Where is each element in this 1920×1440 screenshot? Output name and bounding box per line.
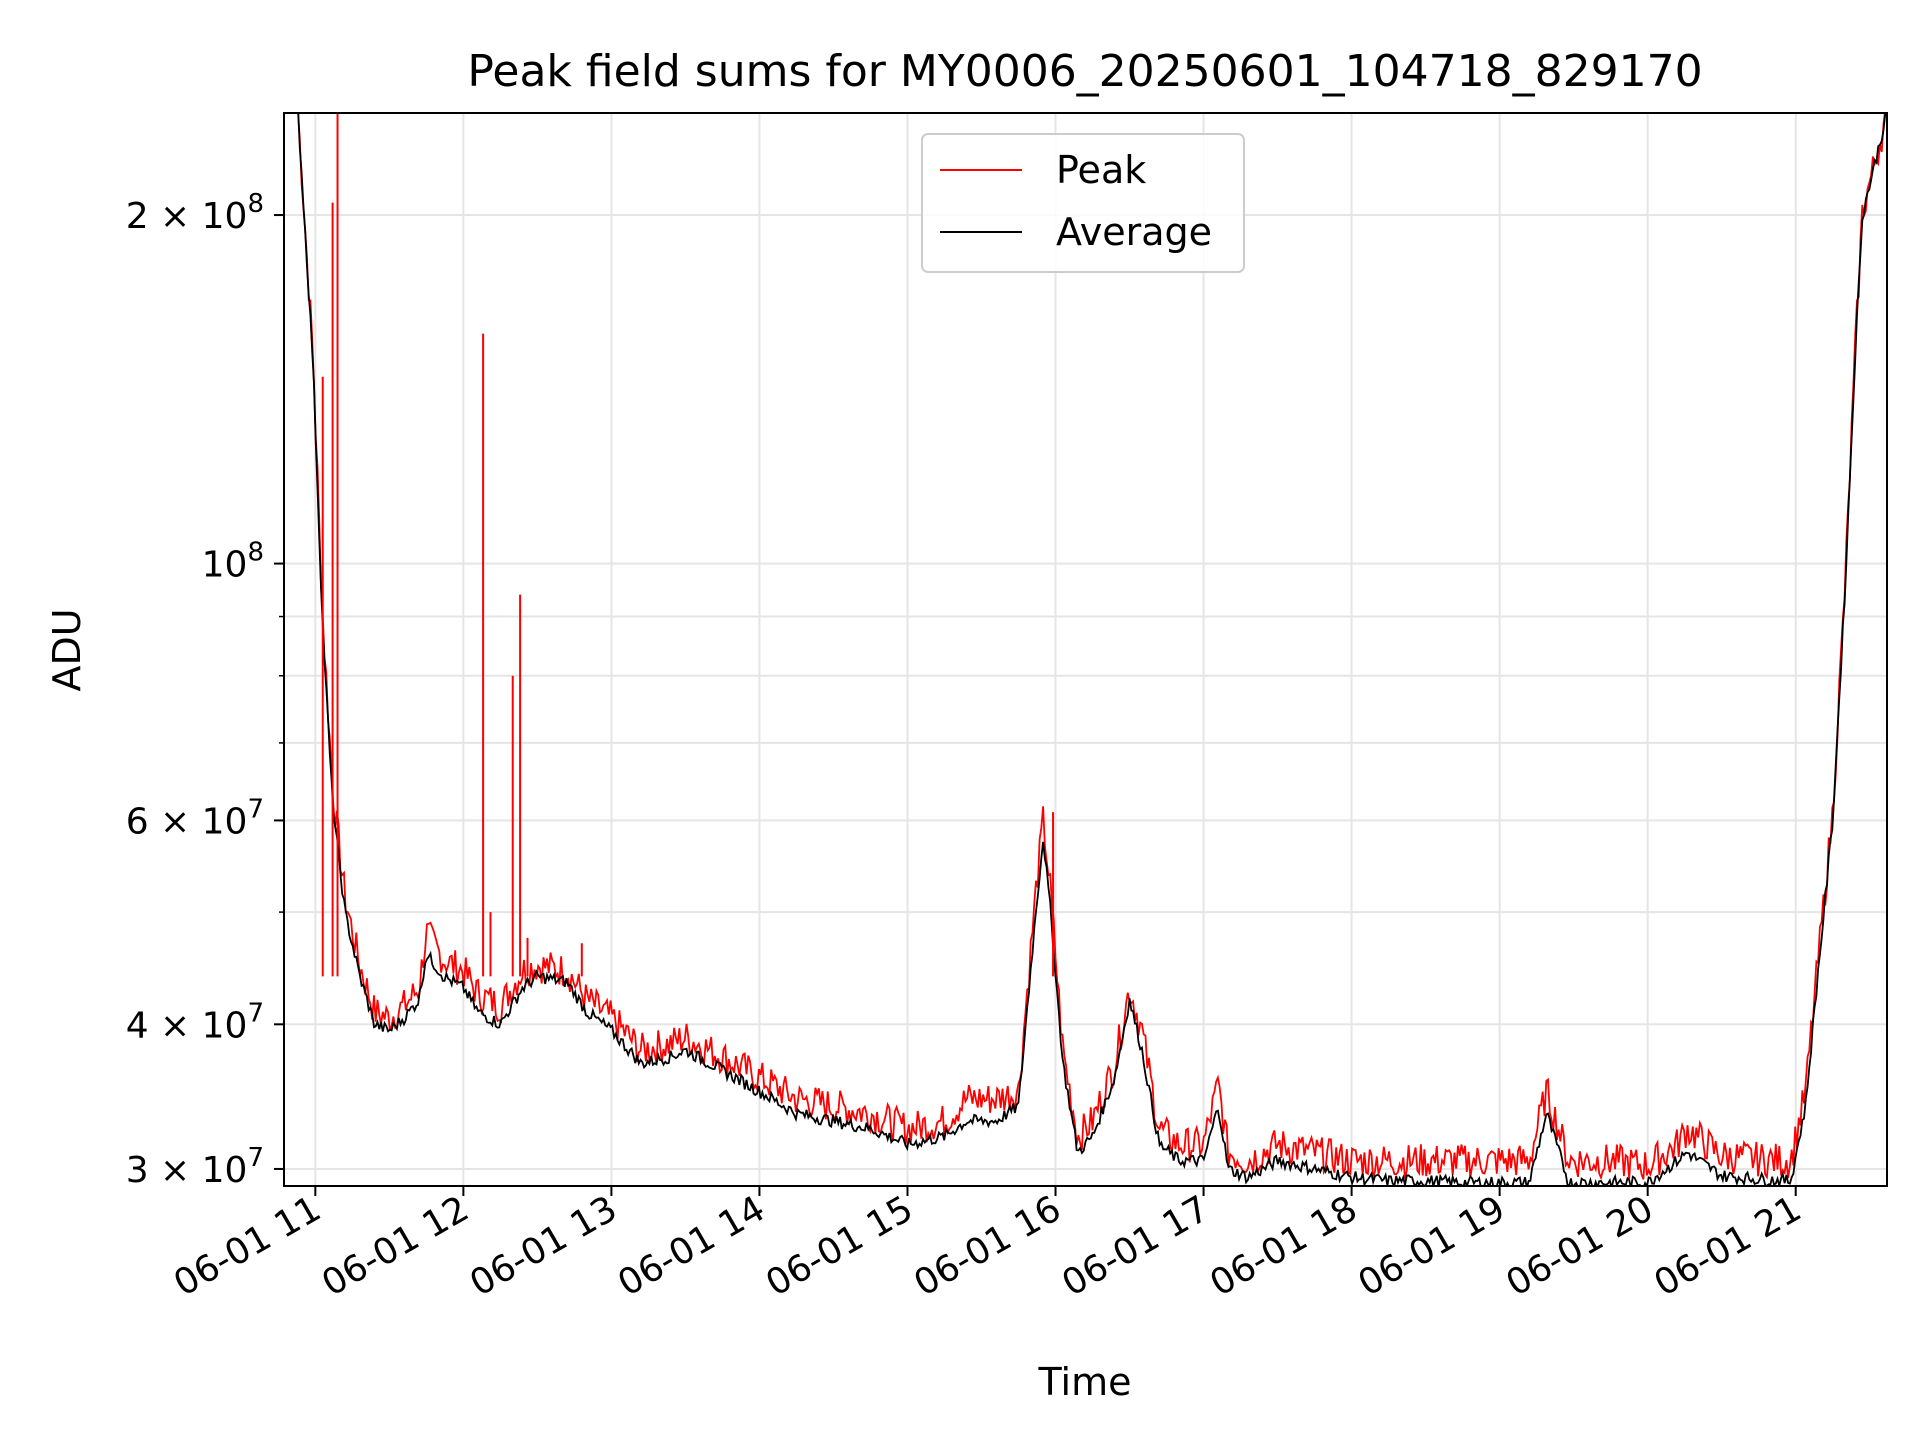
x-axis-label: Time [1038, 1360, 1132, 1404]
chart-title: Peak field sums for MY0006_20250601_1047… [467, 46, 1702, 97]
y-tick-label: 4 × 107 [126, 998, 264, 1046]
legend-label-peak: Peak [1056, 148, 1146, 192]
legend-label-average: Average [1056, 210, 1212, 254]
series-line-average [297, 113, 1887, 1186]
y-tick-label: 108 [202, 538, 264, 586]
legend: Peak Average [921, 133, 1245, 273]
grid [284, 113, 1887, 1186]
y-tick-label: 2 × 108 [126, 189, 264, 237]
series-line-peak [297, 113, 1886, 1181]
plot-frame [283, 112, 1888, 1187]
y-axis-label: ADU [45, 608, 89, 691]
plot-area [297, 113, 1887, 1186]
y-tick-label: 3 × 107 [126, 1143, 264, 1191]
legend-box [921, 133, 1245, 273]
y-axis: 3 × 107 4 × 107 6 × 107 108 2 × 108 [126, 189, 284, 1191]
y-tick-label: 6 × 107 [126, 794, 264, 842]
